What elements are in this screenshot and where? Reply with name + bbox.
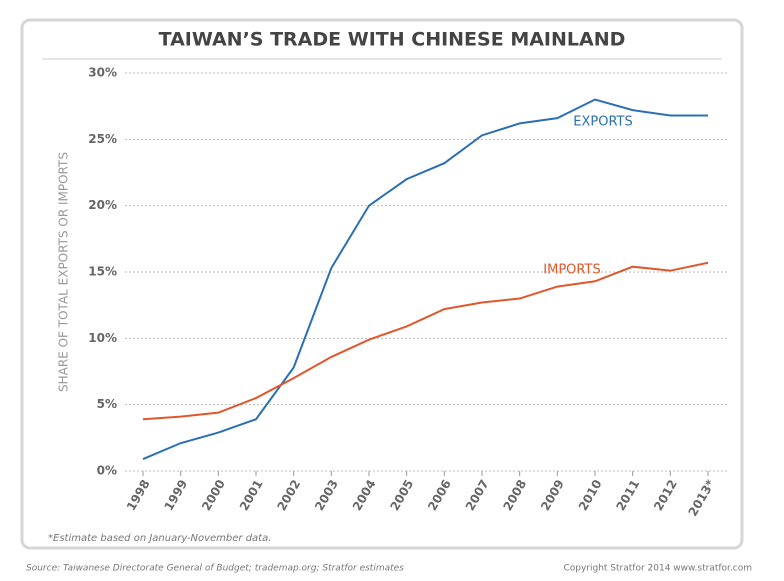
series-line bbox=[142, 98, 708, 460]
y-tick-label: 5% bbox=[97, 397, 117, 411]
copyright: Copyright Stratfor 2014 www.stratfor.com bbox=[563, 564, 752, 574]
y-tick-label: 25% bbox=[88, 132, 117, 146]
y-axis-label: SHARE OF TOTAL EXPORTS OR IMPORTS bbox=[57, 152, 71, 392]
y-tick-label: 0% bbox=[97, 464, 117, 478]
source: Source: Taiwanese Directorate General of… bbox=[26, 564, 404, 574]
y-tick-label: 20% bbox=[88, 198, 117, 212]
y-tick-label: 30% bbox=[88, 66, 117, 80]
series-label: EXPORTS bbox=[573, 115, 632, 130]
series-line bbox=[142, 261, 709, 421]
chart-title: TAIWAN’S TRADE WITH CHINESE MAINLAND bbox=[159, 29, 626, 51]
series-label: IMPORTS bbox=[543, 263, 600, 278]
y-tick-label: 15% bbox=[88, 265, 117, 279]
footnote: *Estimate based on January-November data… bbox=[48, 533, 271, 544]
card bbox=[20, 18, 744, 550]
y-tick-label: 10% bbox=[88, 331, 117, 345]
